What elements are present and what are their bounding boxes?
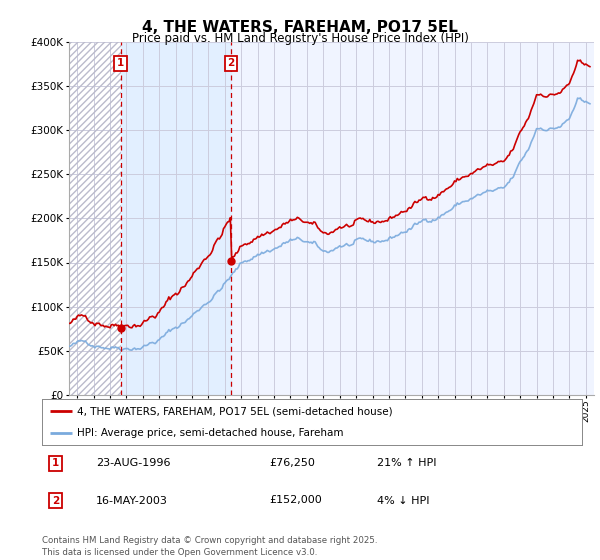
Text: 2: 2 [52,496,59,506]
Text: HPI: Average price, semi-detached house, Fareham: HPI: Average price, semi-detached house,… [77,428,344,438]
Text: 2: 2 [227,58,235,68]
Text: 4, THE WATERS, FAREHAM, PO17 5EL (semi-detached house): 4, THE WATERS, FAREHAM, PO17 5EL (semi-d… [77,406,393,416]
Bar [69,42,121,395]
Text: Price paid vs. HM Land Registry's House Price Index (HPI): Price paid vs. HM Land Registry's House … [131,32,469,45]
Bar [121,42,231,395]
Text: 4, THE WATERS, FAREHAM, PO17 5EL: 4, THE WATERS, FAREHAM, PO17 5EL [142,20,458,35]
Bar [69,42,121,395]
Text: 21% ↑ HPI: 21% ↑ HPI [377,459,436,468]
Text: 4% ↓ HPI: 4% ↓ HPI [377,496,430,506]
Text: 16-MAY-2003: 16-MAY-2003 [96,496,168,506]
Text: £152,000: £152,000 [269,496,322,506]
Text: 23-AUG-1996: 23-AUG-1996 [96,459,170,468]
Text: 1: 1 [117,58,124,68]
Text: 1: 1 [52,459,59,468]
Text: £76,250: £76,250 [269,459,314,468]
Text: Contains HM Land Registry data © Crown copyright and database right 2025.
This d: Contains HM Land Registry data © Crown c… [42,536,377,557]
